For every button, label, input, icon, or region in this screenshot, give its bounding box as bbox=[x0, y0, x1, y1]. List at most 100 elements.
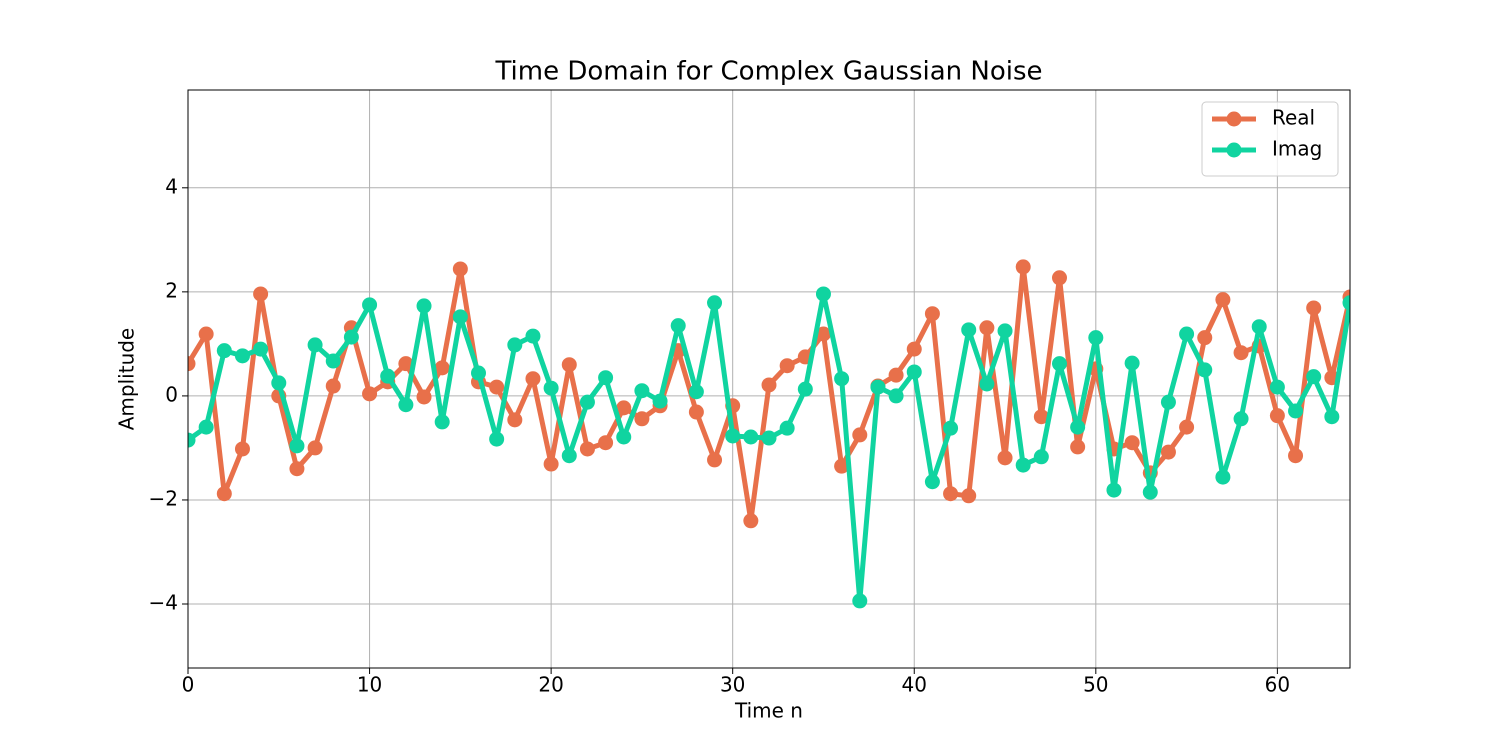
plot-area bbox=[188, 259, 1350, 609]
data-point bbox=[543, 380, 559, 396]
data-point bbox=[1106, 482, 1122, 498]
data-point bbox=[507, 337, 523, 353]
legend-label: Imag bbox=[1272, 137, 1322, 161]
x-tick-label: 40 bbox=[902, 673, 927, 697]
data-point bbox=[779, 358, 795, 374]
data-point bbox=[434, 414, 450, 430]
data-point bbox=[961, 322, 977, 338]
data-point bbox=[652, 393, 668, 409]
data-point bbox=[234, 441, 250, 457]
data-point bbox=[616, 429, 632, 445]
x-tick-label: 50 bbox=[1083, 673, 1108, 697]
x-tick-label: 0 bbox=[182, 673, 195, 697]
data-point bbox=[688, 384, 704, 400]
data-point bbox=[1269, 408, 1285, 424]
data-point bbox=[253, 286, 269, 302]
data-point bbox=[707, 452, 723, 468]
data-point bbox=[1251, 319, 1267, 335]
data-point bbox=[325, 378, 341, 394]
data-point bbox=[525, 328, 541, 344]
x-tick-label: 60 bbox=[1265, 673, 1290, 697]
data-point bbox=[943, 420, 959, 436]
legend-marker bbox=[1226, 111, 1242, 127]
data-point bbox=[961, 488, 977, 504]
data-point bbox=[188, 356, 196, 372]
data-point bbox=[761, 430, 777, 446]
y-tick-label: −4 bbox=[149, 591, 178, 615]
data-point bbox=[343, 329, 359, 345]
data-point bbox=[1124, 435, 1140, 451]
data-point bbox=[398, 356, 414, 372]
data-point bbox=[1160, 394, 1176, 410]
data-point bbox=[1070, 439, 1086, 455]
data-point bbox=[888, 388, 904, 404]
data-point bbox=[943, 486, 959, 502]
data-point bbox=[1088, 330, 1104, 346]
plot-frame bbox=[187, 89, 1351, 669]
data-point bbox=[725, 428, 741, 444]
data-point bbox=[380, 368, 396, 384]
data-point bbox=[188, 432, 196, 448]
legend-marker bbox=[1226, 142, 1242, 158]
data-point bbox=[924, 306, 940, 322]
data-point bbox=[198, 326, 214, 342]
data-point bbox=[471, 365, 486, 381]
data-point bbox=[924, 474, 940, 490]
data-point bbox=[997, 323, 1013, 339]
data-point bbox=[634, 411, 650, 427]
data-point bbox=[634, 383, 650, 399]
data-point bbox=[1033, 449, 1049, 465]
data-point bbox=[1015, 457, 1031, 473]
data-point bbox=[598, 370, 614, 386]
data-point bbox=[979, 320, 995, 336]
data-point bbox=[1070, 419, 1086, 435]
data-point bbox=[307, 337, 323, 353]
data-point bbox=[489, 379, 505, 395]
data-point bbox=[1306, 300, 1322, 316]
data-point bbox=[1124, 355, 1140, 371]
data-point bbox=[761, 377, 777, 393]
data-point bbox=[1324, 409, 1340, 425]
data-point bbox=[234, 348, 250, 364]
data-point bbox=[1288, 403, 1304, 419]
data-point bbox=[743, 429, 759, 445]
legend-label: Real bbox=[1272, 106, 1315, 130]
data-point bbox=[579, 441, 595, 457]
chart-title: Time Domain for Complex Gaussian Noise bbox=[494, 57, 1042, 87]
data-point bbox=[253, 341, 269, 357]
data-point bbox=[1197, 330, 1213, 346]
x-tick-label: 10 bbox=[357, 673, 382, 697]
data-point bbox=[216, 343, 232, 359]
data-point bbox=[543, 456, 559, 472]
data-point bbox=[1015, 259, 1031, 275]
data-point bbox=[1342, 295, 1350, 311]
data-point bbox=[1233, 345, 1249, 361]
data-point bbox=[797, 381, 813, 397]
data-point bbox=[598, 435, 614, 451]
data-point bbox=[525, 371, 541, 387]
data-point bbox=[815, 326, 831, 342]
data-point bbox=[362, 297, 378, 313]
x-axis-label: Time n bbox=[734, 699, 803, 723]
series-line bbox=[188, 291, 1350, 604]
data-point bbox=[906, 364, 922, 380]
data-point bbox=[398, 397, 414, 413]
x-tick-label: 20 bbox=[538, 673, 563, 697]
data-point bbox=[1160, 444, 1176, 460]
data-point bbox=[271, 375, 287, 391]
data-point bbox=[852, 427, 868, 443]
data-point bbox=[1052, 270, 1067, 286]
data-point bbox=[416, 298, 432, 314]
data-point bbox=[707, 295, 723, 311]
data-point bbox=[852, 593, 868, 609]
data-point bbox=[561, 357, 577, 373]
data-point bbox=[815, 286, 831, 302]
data-point bbox=[579, 394, 595, 410]
data-point bbox=[979, 376, 995, 392]
data-point bbox=[289, 461, 305, 477]
data-point bbox=[1288, 448, 1304, 464]
data-point bbox=[507, 412, 523, 428]
data-point bbox=[616, 400, 632, 416]
data-point bbox=[1179, 326, 1195, 342]
